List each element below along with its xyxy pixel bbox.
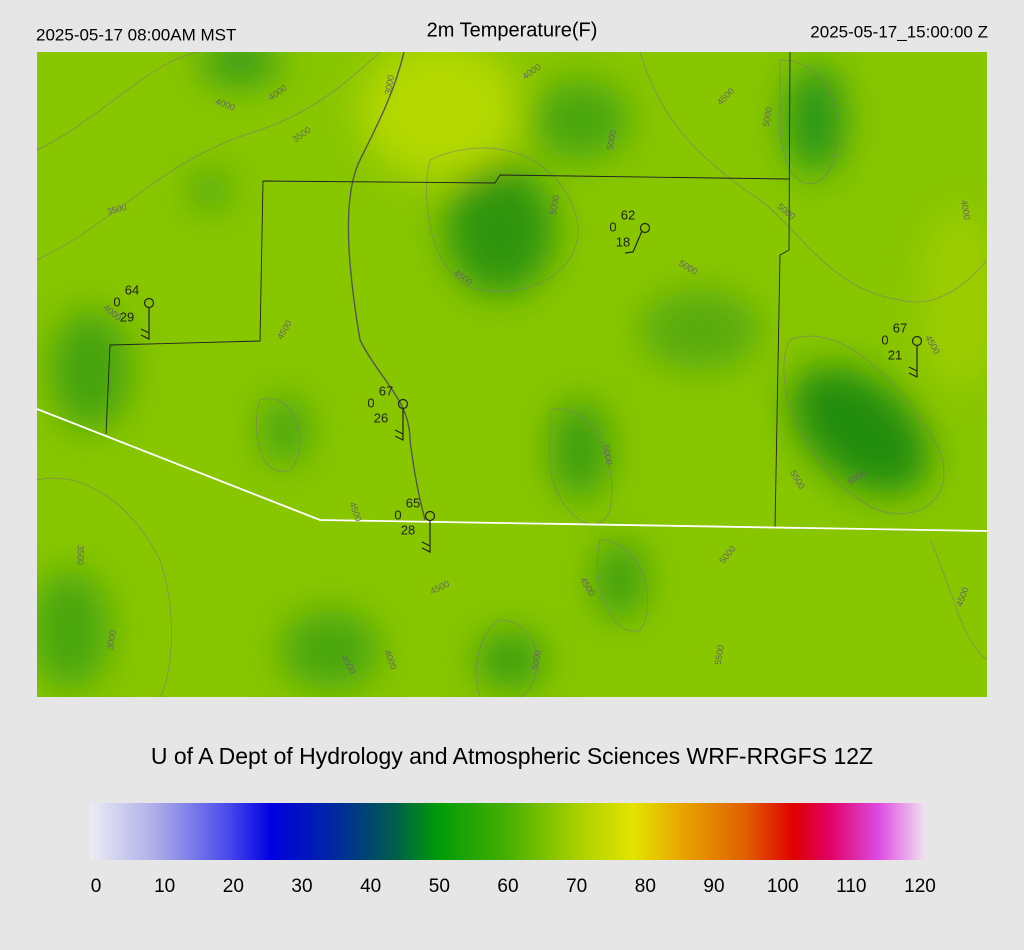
colorbar-tick-label: 100 — [767, 876, 799, 897]
colorbar-tick-label: 120 — [904, 876, 936, 897]
colorbar-tick-label: 50 — [429, 876, 450, 897]
contour-label: 3000 — [105, 629, 118, 650]
contour-lines — [37, 52, 987, 697]
station-circle — [424, 510, 436, 522]
temperature: 67 — [379, 383, 393, 398]
station-circle — [911, 335, 923, 347]
contour-label: 3000 — [383, 74, 396, 95]
temperature: 67 — [893, 320, 907, 335]
colorbar-tick-label: 30 — [291, 876, 312, 897]
map-title: 2m Temperature(F) — [427, 19, 598, 41]
contour-label: 5000 — [601, 444, 614, 465]
dewpoint: 29 — [120, 309, 134, 324]
wind-barb — [140, 308, 150, 340]
dewpoint: 28 — [401, 522, 415, 537]
temperature: 62 — [621, 207, 635, 222]
visibility: 0 — [609, 219, 616, 234]
dewpoint: 18 — [616, 234, 630, 249]
contour-label: 3500 — [76, 545, 86, 565]
wind-barb — [394, 409, 404, 441]
colorbar-tick-label: 20 — [223, 876, 244, 897]
contour-label: 5000 — [761, 106, 774, 127]
colorbar-ticks: 0 10 20 30 40 50 60 70 80 90 100 110 120 — [91, 876, 936, 897]
dewpoint: 26 — [374, 410, 388, 425]
visibility: 0 — [394, 507, 401, 522]
contour-label: 5000 — [530, 649, 543, 670]
colorbar-tick-label: 110 — [836, 876, 866, 897]
colorbar-tick-label: 70 — [566, 876, 587, 897]
map — [37, 52, 987, 697]
station: 65 028 — [394, 495, 436, 553]
wind-barb — [908, 346, 918, 378]
station-circle — [639, 222, 651, 234]
colorbar-tick-label: 60 — [497, 876, 518, 897]
colorbar-tick-label: 40 — [360, 876, 381, 897]
station: 64 029 — [113, 282, 155, 340]
station: 67 021 — [881, 320, 923, 378]
boundaries — [37, 52, 987, 532]
visibility: 0 — [113, 294, 120, 309]
colorbar — [90, 803, 926, 860]
station: 67 026 — [367, 383, 409, 441]
wind-barb — [624, 230, 643, 254]
colorbar-tick-label: 0 — [91, 876, 102, 897]
colorbar-tick-label: 80 — [635, 876, 656, 897]
dewpoint: 21 — [888, 347, 902, 362]
visibility: 0 — [881, 332, 888, 347]
credit: U of A Dept of Hydrology and Atmospheric… — [151, 743, 873, 769]
station-circle — [397, 398, 409, 410]
wind-barb — [421, 521, 431, 553]
colorbar-tick-label: 10 — [154, 876, 175, 897]
valid-time-local: 2025-05-17 08:00AM MST — [36, 25, 236, 44]
station-circle — [143, 297, 155, 309]
station: 62 018 — [609, 207, 651, 254]
contour-label: 5000 — [548, 194, 561, 215]
contour-label: 5500 — [713, 644, 726, 665]
valid-time-utc: 2025-05-17_15:00:00 Z — [810, 22, 988, 41]
colorbar-tick-label: 90 — [703, 876, 724, 897]
temperature: 65 — [406, 495, 420, 510]
temperature: 64 — [125, 282, 139, 297]
contour-label: 5000 — [605, 129, 618, 150]
contour-label: 4000 — [959, 199, 972, 220]
visibility: 0 — [367, 395, 374, 410]
temperature-field — [37, 52, 987, 690]
